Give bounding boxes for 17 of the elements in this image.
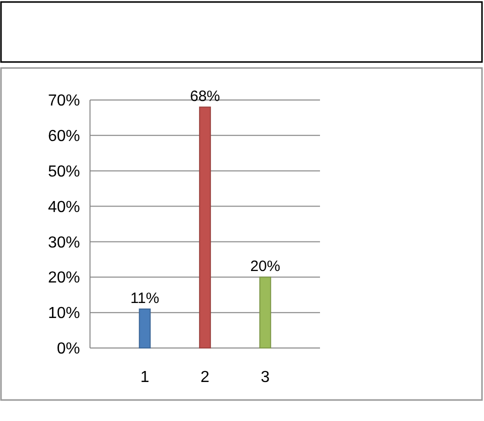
x-tick-label: 1	[140, 369, 150, 386]
y-tick-label: 50%	[48, 163, 80, 180]
data-label: 68%	[190, 88, 220, 106]
data-label: 11%	[130, 290, 160, 308]
y-tick-label: 60%	[48, 128, 80, 146]
bar	[199, 106, 211, 348]
y-tick-label: 20%	[48, 270, 80, 287]
x-tick-label: 3	[260, 369, 270, 386]
y-tick-label: 10%	[48, 305, 80, 322]
data-label: 20%	[250, 258, 280, 276]
y-tick-label: 70%	[48, 92, 80, 110]
bar	[138, 308, 151, 348]
y-tick-label: 0%	[56, 340, 80, 358]
y-tick-label: 30%	[48, 234, 80, 252]
y-tick-label: 40%	[48, 198, 80, 216]
x-tick-label: 2	[200, 369, 210, 386]
bar	[259, 276, 272, 348]
